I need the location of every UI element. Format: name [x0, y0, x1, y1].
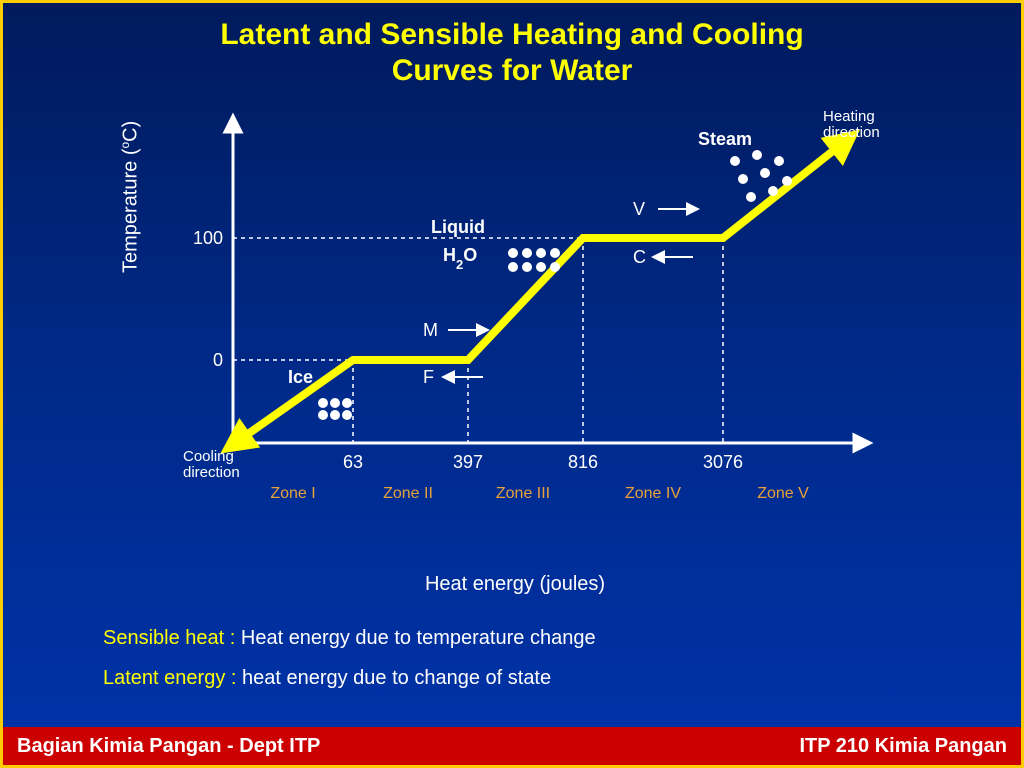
svg-text:816: 816 — [568, 452, 598, 472]
svg-text:Steam: Steam — [698, 129, 752, 149]
definition-sensible: Sensible heat : Heat energy due to tempe… — [103, 618, 923, 658]
term-latent: Latent energy : — [103, 667, 236, 689]
term-sensible: Sensible heat : — [103, 627, 235, 649]
slide-title: Latent and Sensible Heating and Cooling … — [3, 3, 1021, 97]
svg-text:Zone I: Zone I — [270, 485, 315, 502]
footer-bar: Bagian Kimia Pangan - Dept ITP ITP 210 K… — [3, 727, 1021, 765]
definitions: Sensible heat : Heat energy due to tempe… — [103, 618, 923, 698]
svg-text:F: F — [423, 367, 434, 387]
y-axis-label: Temperature (oC) — [118, 121, 143, 273]
svg-text:397: 397 — [453, 452, 483, 472]
svg-text:0: 0 — [213, 350, 223, 370]
svg-text:M: M — [423, 320, 438, 340]
svg-text:H2O: H2O — [443, 245, 477, 272]
svg-text:Zone III: Zone III — [496, 485, 550, 502]
svg-text:Zone V: Zone V — [757, 485, 809, 502]
chart-area: 0100 633978163076 Zone IZone IIZone IIIZ… — [143, 103, 903, 523]
x-tick-labels: 63 397 816 3076 — [343, 452, 743, 472]
svg-text:Zone IV: Zone IV — [625, 485, 681, 502]
svg-text:63: 63 — [343, 452, 363, 472]
svg-text:Coolingdirection: Coolingdirection — [183, 448, 240, 481]
x-axis-label: Heat energy (joules) — [3, 573, 1024, 596]
heating-curve-chart: 0100 633978163076 Zone IZone IIZone IIIZ… — [143, 103, 903, 523]
footer-right: ITP 210 Kimia Pangan — [800, 735, 1008, 758]
svg-text:100: 100 — [193, 228, 223, 248]
svg-text:Zone II: Zone II — [383, 485, 433, 502]
y-tick-labels: 0 100 — [193, 228, 223, 370]
zone-labels: Zone I Zone II Zone III Zone IV Zone V — [270, 485, 809, 502]
svg-text:3076: 3076 — [703, 452, 743, 472]
definition-latent: Latent energy : heat energy due to chang… — [103, 658, 923, 698]
svg-text:Ice: Ice — [288, 367, 313, 387]
molecule-dots — [318, 150, 792, 420]
footer-left: Bagian Kimia Pangan - Dept ITP — [17, 735, 320, 758]
svg-text:C: C — [633, 247, 646, 267]
slide-container: Latent and Sensible Heating and Cooling … — [0, 0, 1024, 768]
guide-lines — [233, 238, 723, 443]
ylabel-text: Temperature ( — [120, 149, 142, 274]
desc-sensible: Heat energy due to temperature change — [235, 627, 595, 649]
title-line-1: Latent and Sensible Heating and Cooling — [220, 18, 803, 51]
svg-text:Liquid: Liquid — [431, 217, 485, 237]
svg-text:Heatingdirection: Heatingdirection — [823, 108, 880, 141]
ylabel-sup: o — [118, 142, 132, 149]
ylabel-unit: C) — [120, 121, 142, 142]
svg-text:V: V — [633, 199, 645, 219]
desc-latent: heat energy due to change of state — [236, 667, 551, 689]
title-line-2: Curves for Water — [392, 54, 633, 87]
heating-curve — [238, 143, 843, 441]
